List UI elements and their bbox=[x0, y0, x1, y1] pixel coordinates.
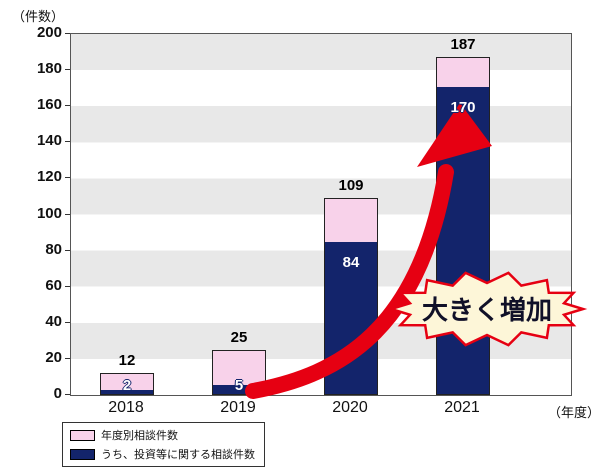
y-tick-label: 140 bbox=[36, 132, 62, 150]
legend-label-investment: うち、投資等に関する相談件数 bbox=[101, 449, 255, 461]
y-tick-label: 80 bbox=[45, 240, 62, 258]
x-tick-label-2019: 2019 bbox=[220, 399, 256, 416]
investment-value-label: 84 bbox=[342, 254, 360, 272]
y-tick-mark bbox=[65, 249, 70, 251]
total-value-label: 25 bbox=[230, 328, 248, 346]
y-tick-label: 100 bbox=[36, 204, 62, 222]
y-tick-label: 0 bbox=[53, 385, 62, 402]
investment-bar-segment bbox=[101, 390, 153, 394]
total-bar bbox=[324, 198, 378, 395]
x-tick-label-2020: 2020 bbox=[332, 399, 368, 416]
y-tick-label: 180 bbox=[36, 60, 62, 78]
legend: 年度別相談件数 うち、投資等に関する相談件数 bbox=[62, 422, 265, 467]
legend-swatch-investment bbox=[70, 448, 95, 460]
y-tick-mark bbox=[65, 69, 70, 71]
y-tick-mark bbox=[65, 105, 70, 107]
y-tick-label: 60 bbox=[45, 276, 62, 294]
legend-label-total: 年度別相談件数 bbox=[101, 430, 178, 442]
investment-value-label: 170 bbox=[450, 99, 476, 117]
bar-group-2021: 187 170 bbox=[407, 34, 519, 395]
y-tick-label: 200 bbox=[36, 24, 62, 41]
y-tick-mark bbox=[65, 141, 70, 143]
y-tick-mark bbox=[65, 321, 70, 323]
total-value-label: 187 bbox=[450, 36, 476, 54]
y-tick-label: 160 bbox=[36, 96, 62, 114]
x-tick-label-2021: 2021 bbox=[444, 399, 480, 416]
y-tick-label: 120 bbox=[36, 168, 62, 186]
total-value-label: 12 bbox=[118, 352, 136, 370]
legend-item-investment: うち、投資等に関する相談件数 bbox=[70, 446, 255, 462]
bar-group-2020: 109 84 bbox=[295, 34, 407, 395]
investment-bar-segment bbox=[213, 384, 265, 394]
bar-group-2018: 12 2 bbox=[71, 34, 183, 395]
y-tick-mark bbox=[65, 177, 70, 179]
y-tick-mark bbox=[65, 285, 70, 287]
y-tick-label: 20 bbox=[45, 348, 62, 366]
total-value-label: 109 bbox=[338, 177, 364, 195]
investment-value-label: 2 bbox=[122, 377, 132, 394]
y-tick-mark bbox=[65, 33, 70, 34]
legend-swatch-total bbox=[70, 429, 95, 441]
legend-item-total: 年度別相談件数 bbox=[70, 427, 255, 443]
y-tick-mark bbox=[65, 394, 70, 395]
plot-area: 12 2 25 5 109 84 187 170 bbox=[70, 33, 572, 396]
investment-bar-segment bbox=[437, 87, 489, 394]
bar-group-2019: 25 5 bbox=[183, 34, 295, 395]
total-bar bbox=[100, 373, 154, 395]
x-tick-label-2018: 2018 bbox=[108, 399, 144, 416]
y-tick-mark bbox=[65, 213, 70, 215]
y-tick-mark bbox=[65, 357, 70, 359]
y-axis-unit-label: （件数） bbox=[12, 9, 65, 24]
investment-value-label: 5 bbox=[234, 377, 244, 394]
y-tick-label: 40 bbox=[45, 312, 62, 330]
x-axis-unit-label: （年度） bbox=[548, 405, 600, 420]
